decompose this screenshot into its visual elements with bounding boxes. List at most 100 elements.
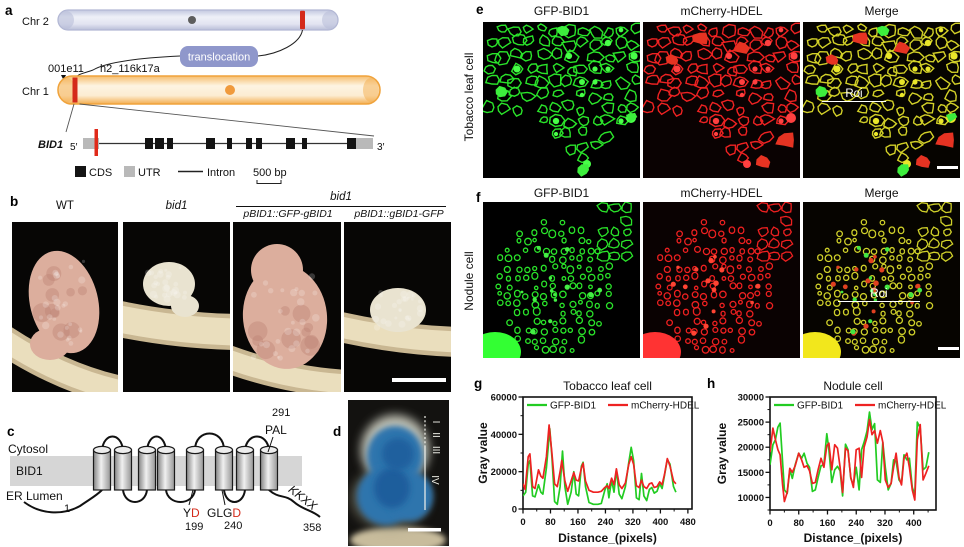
svg-text:Gray value: Gray value — [715, 422, 729, 484]
svg-text:320: 320 — [625, 517, 641, 528]
panel-e-letter: e — [476, 2, 484, 17]
svg-text:mCherry-HDEL: mCherry-HDEL — [878, 401, 947, 412]
exon — [145, 138, 153, 149]
panel-f-letter: f — [476, 190, 481, 205]
e-roi-marker: Roi — [822, 88, 886, 103]
chr2-translocation-band — [300, 10, 305, 30]
panel-b-letter: b — [10, 194, 19, 209]
chr2-centromere — [188, 16, 196, 24]
photo-complemented-gbid1-gfp — [344, 222, 451, 392]
zone-4-label: IV — [429, 475, 440, 485]
confocal-f-merge — [803, 202, 960, 358]
panel-a-letter: a — [5, 3, 13, 18]
chromosome-gene-diagram: Chr 2 translocation 001e11 h2_116k17a Ch… — [22, 9, 385, 184]
chr1-tip-right — [363, 78, 379, 102]
chart-h-nodule-profile: 0 80 160 240 320 400 10000 15000 20000 25000 30000… — [715, 379, 947, 545]
svg-text:240: 240 — [598, 517, 614, 528]
exon — [246, 138, 252, 149]
insertion-site-bar — [94, 129, 98, 156]
chr1-insertion-band — [72, 77, 78, 103]
chromosome-1 — [57, 75, 381, 105]
yd-pointer — [188, 489, 194, 506]
gus-stain-core — [374, 468, 410, 508]
utr-3prime — [356, 138, 373, 149]
zone-2-label: II — [430, 432, 441, 438]
zoom-line-right — [79, 103, 375, 137]
svg-text:mCherry-HDEL: mCherry-HDEL — [631, 401, 700, 412]
intron-label: Intron — [207, 167, 235, 179]
cds-label: CDS — [89, 167, 112, 179]
e-header-mcherry: mCherry-HDEL — [680, 4, 763, 18]
svg-text:80: 80 — [545, 517, 556, 528]
utr-5prime — [83, 138, 99, 149]
confocal-e-gfp — [483, 22, 640, 178]
cds-swatch — [75, 166, 86, 177]
marker1-arrow — [61, 75, 66, 80]
utr-label: UTR — [138, 167, 161, 179]
yd-motif: YD — [183, 506, 200, 520]
svg-text:0: 0 — [512, 505, 517, 516]
panel-h-letter: h — [707, 376, 716, 391]
yd-position: 199 — [185, 521, 203, 533]
svg-text:240: 240 — [848, 518, 864, 529]
zoom-line-left — [65, 103, 75, 133]
f-header-merge: Merge — [864, 186, 899, 200]
exon — [347, 138, 356, 149]
chr2-tip-right — [322, 11, 338, 29]
translocation-box — [180, 46, 258, 67]
exon — [302, 138, 307, 149]
b-col-bid1: bid1 — [165, 200, 188, 212]
e-roi-label: Roi — [845, 88, 863, 100]
svg-text:Gray value: Gray value — [478, 422, 490, 484]
b-col-wt: WT — [56, 200, 74, 212]
er-lumen-label: ER Lumen — [6, 489, 63, 503]
f-header-gfp: GFP-BID1 — [533, 186, 590, 200]
f-roi-line — [838, 301, 920, 303]
f-header-mcherry: mCherry-HDEL — [680, 186, 763, 200]
svg-text:20000: 20000 — [491, 467, 517, 478]
scale-bracket — [256, 180, 282, 184]
exon — [227, 138, 232, 149]
b-col-gfp-gbid1: pBID1::GFP-gBID1 — [243, 208, 333, 220]
scale-label: 500 bp — [253, 167, 287, 179]
svg-text:60000: 60000 — [491, 393, 517, 404]
f-scale-bar — [938, 347, 959, 350]
svg-text:10000: 10000 — [738, 493, 764, 504]
e-scale-bar — [937, 166, 958, 169]
exon — [286, 138, 295, 149]
gus-nodule-section-image: I II III IV — [348, 400, 449, 546]
svg-text:160: 160 — [820, 518, 836, 529]
f-side-label: Nodule cell — [462, 251, 476, 311]
svg-text:400: 400 — [906, 518, 922, 529]
confocal-e-merge — [803, 22, 960, 178]
chromosome-2 — [57, 9, 339, 31]
svg-text:25000: 25000 — [738, 418, 764, 429]
chr1-centromere — [225, 85, 235, 95]
utr-swatch — [124, 166, 135, 177]
exon — [155, 138, 164, 149]
svg-text:30000: 30000 — [738, 393, 764, 404]
exon — [167, 138, 173, 149]
e-side-label: Tobacco leaf cell — [462, 52, 476, 142]
n-terminus-position: 1 — [64, 503, 70, 515]
chart-g-tobacco-profile: 0 80 160 240 320 400 480 0 20000 40000 60000 Tobacc… — [478, 379, 700, 545]
confocal-f-mcherry — [643, 202, 800, 358]
gus-stain-core-upper — [382, 438, 414, 470]
five-prime-label: 5′ — [70, 142, 78, 153]
glgd-motif: GLGD — [207, 506, 241, 520]
svg-text:400: 400 — [652, 517, 668, 528]
zone-1-label: I — [430, 421, 441, 424]
photo-bid1-nodule — [123, 222, 230, 392]
b-col-gbid1-gfp: pBID1::gBID1-GFP — [354, 208, 444, 220]
translocation-curve-left — [76, 55, 181, 79]
pal-pointer — [267, 436, 274, 453]
svg-text:40000: 40000 — [491, 430, 517, 441]
zone-3-label: III — [430, 446, 441, 454]
transmembrane-helices — [92, 445, 279, 491]
pal-position: 291 — [272, 407, 290, 419]
panel-c-letter: c — [7, 424, 15, 439]
glgd-position: 240 — [224, 520, 242, 532]
f-roi-label: Roi — [870, 288, 888, 300]
protein-name-label: BID1 — [16, 464, 43, 478]
b-group-line — [236, 206, 446, 207]
